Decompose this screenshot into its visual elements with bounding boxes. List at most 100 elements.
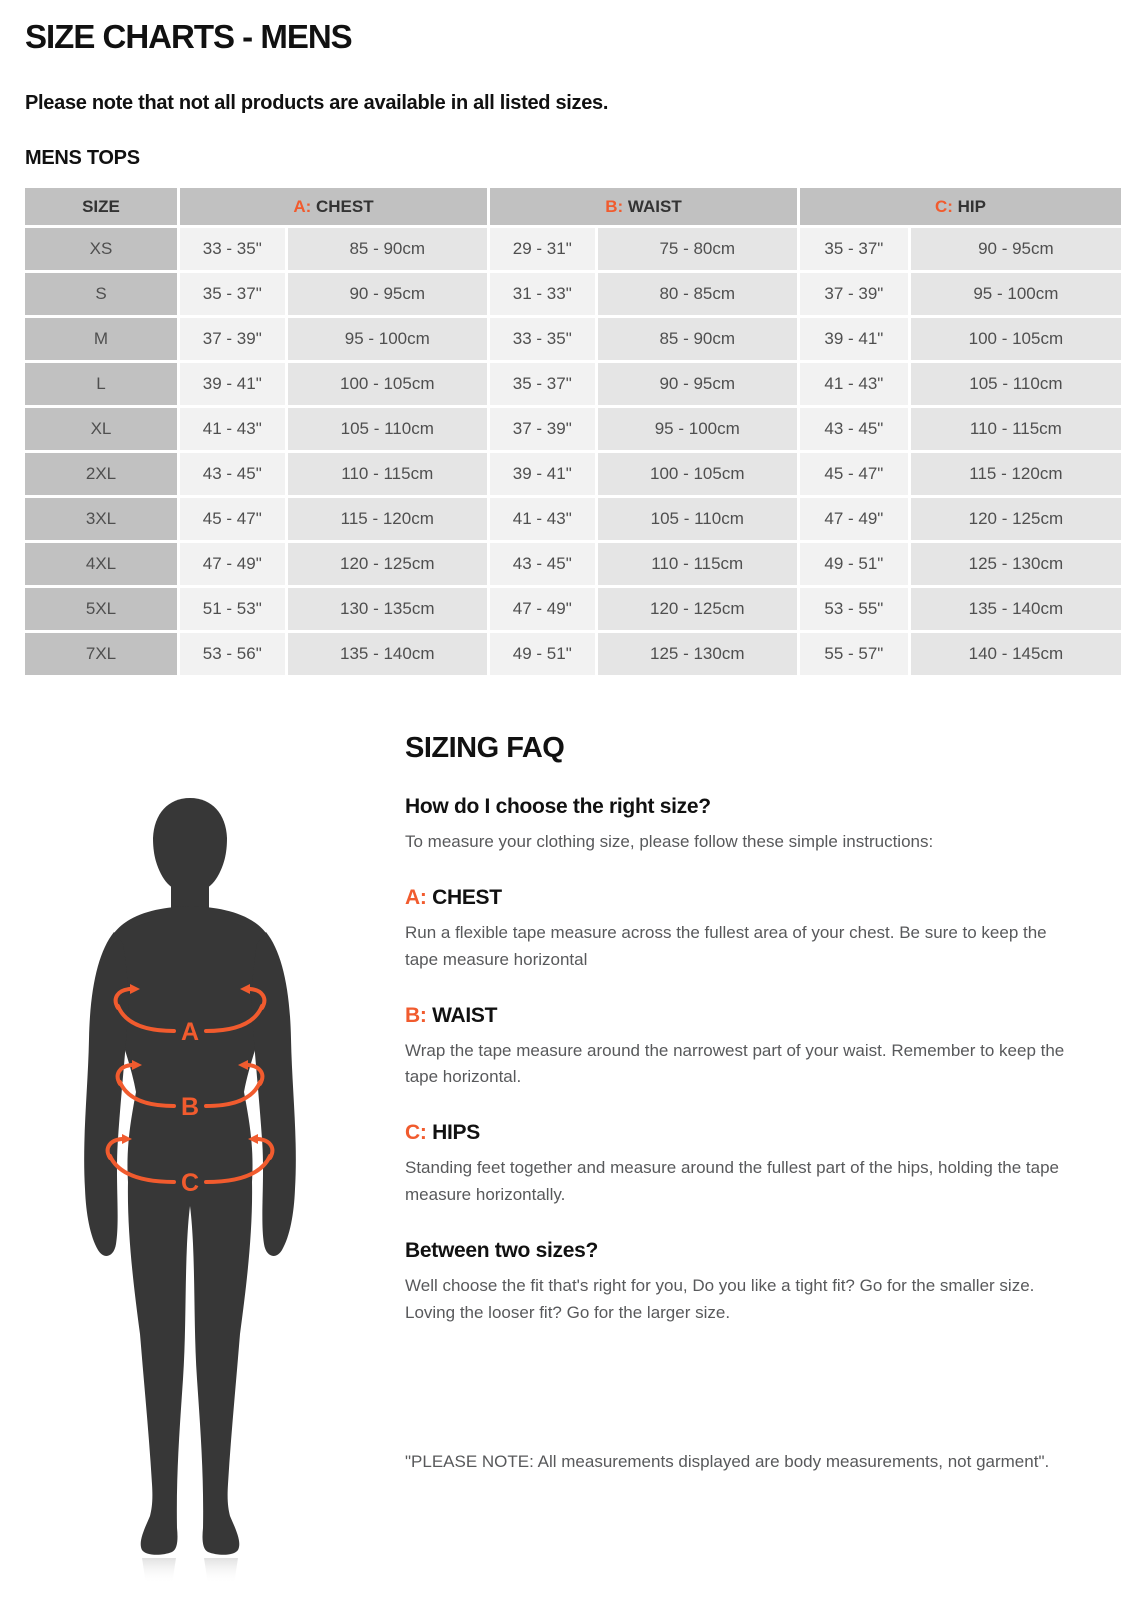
col-header-waist: B: WAIST xyxy=(489,188,797,225)
faq-hips-body: Standing feet together and measure aroun… xyxy=(405,1158,1060,1205)
mens-tops-size-table: SIZE A: CHEST B: WAIST C: HIP XS 33 - 35… xyxy=(22,185,1124,678)
waist-cm-cell: 100 - 105cm xyxy=(597,453,797,495)
hip-inches-cell: 49 - 51" xyxy=(799,543,908,585)
hip-inches-cell: 35 - 37" xyxy=(799,228,908,270)
waist-measure-arc xyxy=(118,1080,176,1108)
chest-arc-label: A xyxy=(181,1018,199,1046)
chest-inches-cell: 43 - 45" xyxy=(179,453,285,495)
waist-letter: B: xyxy=(405,1003,427,1027)
hip-cm-cell: 140 - 145cm xyxy=(910,633,1121,675)
waist-cm-cell: 85 - 90cm xyxy=(597,318,797,360)
chest-cm-cell: 130 - 135cm xyxy=(287,588,487,630)
waist-cm-cell: 105 - 110cm xyxy=(597,498,797,540)
hip-cm-cell: 135 - 140cm xyxy=(910,588,1121,630)
hip-inches-cell: 39 - 41" xyxy=(799,318,908,360)
hip-inches-cell: 45 - 47" xyxy=(799,453,908,495)
please-note: "PLEASE NOTE: All measurements displayed… xyxy=(405,1451,1050,1471)
waist-inches-cell: 41 - 43" xyxy=(489,498,595,540)
faq-intro-body: To measure your clothing size, please fo… xyxy=(405,832,934,851)
table-row: L 39 - 41" 100 - 105cm 35 - 37" 90 - 95c… xyxy=(25,363,1121,405)
faq-between-body: Well choose the fit that's right for you… xyxy=(405,1276,1035,1322)
table-row: XS 33 - 35" 85 - 90cm 29 - 31" 75 - 80cm… xyxy=(25,228,1121,270)
availability-note: Please note that not all products are av… xyxy=(25,92,609,114)
hip-inches-cell: 55 - 57" xyxy=(799,633,908,675)
chest-inches-cell: 47 - 49" xyxy=(179,543,285,585)
hip-letter: C: xyxy=(934,196,953,216)
waist-arc-label: B xyxy=(181,1093,199,1121)
hips-arc-arrowhead xyxy=(122,1134,132,1144)
faq-intro-heading: How do I choose the right size? xyxy=(405,795,711,818)
chest-heading-label: CHEST xyxy=(432,885,502,909)
chest-cm-cell: 105 - 110cm xyxy=(287,408,487,450)
chest-inches-cell: 45 - 47" xyxy=(179,498,285,540)
chest-measure-arc xyxy=(204,1004,264,1033)
hips-arc-hook xyxy=(256,1137,275,1160)
waist-cm-cell: 75 - 80cm xyxy=(597,228,797,270)
waist-label: WAIST xyxy=(627,196,682,216)
male-silhouette-measurement-figure: A B C xyxy=(84,798,296,1584)
waist-arc-hook xyxy=(115,1063,134,1086)
table-row: 3XL 45 - 47" 115 - 120cm 41 - 43" 105 - … xyxy=(25,498,1121,540)
size-cell: 4XL xyxy=(25,543,177,585)
waist-inches-cell: 31 - 33" xyxy=(489,273,595,315)
waist-inches-cell: 37 - 39" xyxy=(489,408,595,450)
hips-measure-arc xyxy=(108,1154,176,1184)
hips-arc-label: C xyxy=(181,1169,199,1197)
size-cell: 3XL xyxy=(25,498,177,540)
chest-inches-cell: 39 - 41" xyxy=(179,363,285,405)
chest-cm-cell: 90 - 95cm xyxy=(287,273,487,315)
hips-heading-label: HIPS xyxy=(432,1121,480,1145)
hips-letter: C: xyxy=(405,1121,427,1145)
chest-arc-arrowhead xyxy=(240,984,250,994)
col-header-chest: A: CHEST xyxy=(179,188,487,225)
chest-cm-cell: 110 - 115cm xyxy=(287,453,487,495)
faq-chest-body: Run a flexible tape measure across the f… xyxy=(405,922,1047,969)
faq-text-column: SIZING FAQ How do I choose the right siz… xyxy=(405,728,1065,1584)
chest-arc-arrowhead xyxy=(130,984,140,994)
chest-cm-cell: 115 - 120cm xyxy=(287,498,487,540)
waist-inches-cell: 29 - 31" xyxy=(489,228,595,270)
hips-arc-arrowhead xyxy=(248,1134,258,1144)
size-cell: L xyxy=(25,363,177,405)
table-header-row: SIZE A: CHEST B: WAIST C: HIP xyxy=(25,188,1121,225)
waist-heading-label: WAIST xyxy=(432,1003,498,1027)
sizing-faq-section: A B C SIZING FAQ How do I xyxy=(25,728,1125,1584)
chest-inches-cell: 37 - 39" xyxy=(179,318,285,360)
hip-cm-cell: 120 - 125cm xyxy=(910,498,1121,540)
faq-hips-heading: C: HIPS xyxy=(405,1121,1065,1145)
waist-inches-cell: 33 - 35" xyxy=(489,318,595,360)
table-row: 7XL 53 - 56" 135 - 140cm 49 - 51" 125 - … xyxy=(25,633,1121,675)
waist-inches-cell: 47 - 49" xyxy=(489,588,595,630)
chest-arc-hook xyxy=(113,987,132,1010)
hip-inches-cell: 37 - 39" xyxy=(799,273,908,315)
table-row: S 35 - 37" 90 - 95cm 31 - 33" 80 - 85cm … xyxy=(25,273,1121,315)
faq-waist-heading: B: WAIST xyxy=(405,1004,1065,1028)
chest-inches-cell: 41 - 43" xyxy=(179,408,285,450)
hip-cm-cell: 115 - 120cm xyxy=(910,453,1121,495)
chest-arc-hook xyxy=(248,987,267,1010)
chest-measure-arc xyxy=(116,1004,176,1033)
waist-arc-arrowhead xyxy=(132,1060,142,1070)
chest-letter: A: xyxy=(293,196,312,216)
hip-label: HIP xyxy=(957,196,986,216)
hip-cm-cell: 125 - 130cm xyxy=(910,543,1121,585)
hip-inches-cell: 53 - 55" xyxy=(799,588,908,630)
waist-letter: B: xyxy=(605,196,624,216)
col-header-size: SIZE xyxy=(25,188,177,225)
waist-arc-arrowhead xyxy=(238,1060,248,1070)
chest-inches-cell: 51 - 53" xyxy=(179,588,285,630)
hip-inches-cell: 47 - 49" xyxy=(799,498,908,540)
faq-between-heading: Between two sizes? xyxy=(405,1239,598,1263)
chest-cm-cell: 120 - 125cm xyxy=(287,543,487,585)
hip-cm-cell: 95 - 100cm xyxy=(910,273,1121,315)
table-row: M 37 - 39" 95 - 100cm 33 - 35" 85 - 90cm… xyxy=(25,318,1121,360)
waist-cm-cell: 120 - 125cm xyxy=(597,588,797,630)
size-cell: 5XL xyxy=(25,588,177,630)
hip-inches-cell: 41 - 43" xyxy=(799,363,908,405)
chest-inches-cell: 35 - 37" xyxy=(179,273,285,315)
page-title: SIZE CHARTS - MENS xyxy=(25,18,353,55)
waist-cm-cell: 90 - 95cm xyxy=(597,363,797,405)
figure-reflection xyxy=(142,1558,238,1584)
chest-cm-cell: 85 - 90cm xyxy=(287,228,487,270)
